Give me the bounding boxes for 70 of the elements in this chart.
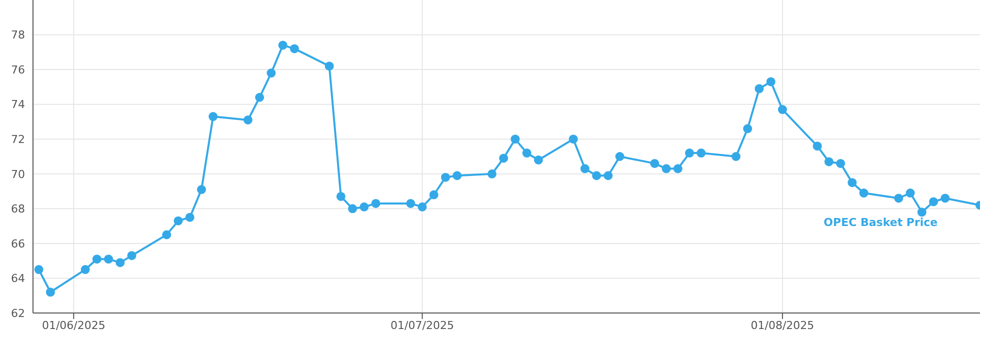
point xyxy=(255,92,264,102)
point xyxy=(766,77,776,86)
point xyxy=(499,154,508,163)
point xyxy=(127,251,136,260)
point xyxy=(812,142,822,151)
point xyxy=(836,158,846,168)
series-label: OPEC Basket Price xyxy=(824,216,938,230)
point xyxy=(534,155,543,164)
point xyxy=(418,202,427,212)
point xyxy=(754,84,764,94)
point xyxy=(592,171,602,180)
point xyxy=(324,62,334,71)
point xyxy=(440,172,450,182)
point xyxy=(940,194,950,203)
point xyxy=(116,258,125,268)
x-tick-label: 01/06/2025 xyxy=(42,318,106,332)
y-tick-label: 70 xyxy=(11,168,25,181)
point xyxy=(615,152,624,161)
point xyxy=(162,230,172,240)
point xyxy=(824,157,834,166)
point xyxy=(429,190,438,200)
point xyxy=(696,148,706,158)
y-tick-label: 74 xyxy=(11,98,25,112)
point xyxy=(848,178,857,188)
point xyxy=(290,44,299,54)
point xyxy=(80,265,90,274)
point xyxy=(568,134,578,144)
point xyxy=(278,40,288,50)
point xyxy=(371,198,380,208)
y-tick-label: 62 xyxy=(11,306,25,320)
y-tick-label: 78 xyxy=(11,28,25,42)
point xyxy=(778,105,787,114)
point xyxy=(348,204,358,214)
point xyxy=(452,171,462,180)
y-tick-label: 64 xyxy=(11,272,25,286)
point xyxy=(650,158,660,168)
point xyxy=(243,115,252,124)
point xyxy=(266,68,276,78)
point xyxy=(604,171,613,180)
point xyxy=(104,254,114,264)
y-tick-label: 66 xyxy=(11,237,25,250)
x-tick-label: 01/08/2025 xyxy=(750,318,814,332)
point xyxy=(92,254,102,264)
point xyxy=(906,188,915,198)
point xyxy=(929,197,938,206)
point xyxy=(208,112,218,122)
point xyxy=(336,192,346,201)
y-tick-label: 76 xyxy=(11,63,25,76)
point xyxy=(731,152,740,161)
point xyxy=(196,185,206,194)
y-tick-label: 68 xyxy=(11,202,25,216)
point xyxy=(406,198,416,208)
point xyxy=(522,148,532,158)
y-tick-label: 72 xyxy=(11,133,25,146)
point xyxy=(34,265,44,274)
point xyxy=(46,288,55,297)
point xyxy=(673,164,682,174)
point xyxy=(185,212,194,222)
point xyxy=(662,164,671,174)
point xyxy=(894,194,904,203)
point xyxy=(487,169,496,178)
point xyxy=(580,164,590,174)
point xyxy=(174,216,183,226)
point xyxy=(360,202,369,212)
point xyxy=(917,208,926,217)
point xyxy=(510,134,520,144)
x-tick-label: 01/07/2025 xyxy=(390,318,454,332)
point xyxy=(685,148,694,158)
point xyxy=(743,124,752,134)
point xyxy=(859,188,868,198)
